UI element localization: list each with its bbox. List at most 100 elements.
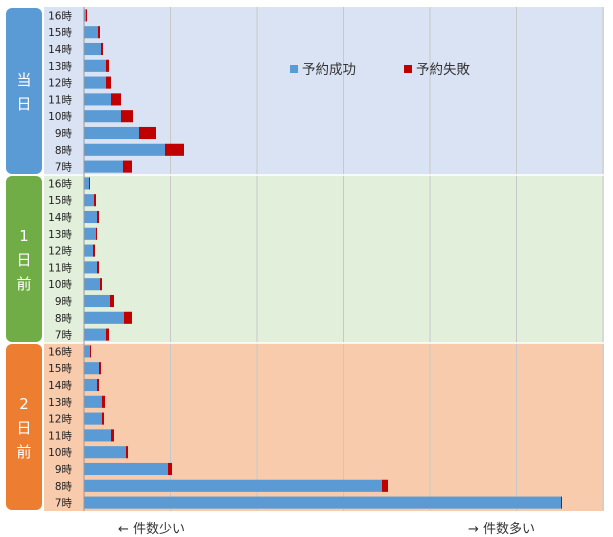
category-tick-label: 14時 bbox=[48, 380, 72, 392]
category-tick-label: 7時 bbox=[55, 498, 73, 510]
bar-failure bbox=[100, 278, 102, 291]
category-tick-label: 11時 bbox=[48, 430, 72, 442]
bar-success bbox=[84, 328, 106, 341]
bar-failure bbox=[98, 26, 100, 39]
bar-failure bbox=[126, 446, 128, 459]
group-label-box-2 bbox=[6, 176, 42, 342]
group-label-char: 前 bbox=[16, 443, 31, 461]
bar-success bbox=[84, 59, 106, 72]
category-tick-label: 10時 bbox=[48, 447, 72, 459]
bar-failure bbox=[106, 76, 111, 89]
category-tick-label: 12時 bbox=[48, 78, 72, 90]
bar-failure bbox=[121, 110, 133, 123]
category-tick-label: 13時 bbox=[48, 229, 72, 241]
category-tick-label: 13時 bbox=[48, 397, 72, 409]
category-tick-label: 11時 bbox=[48, 262, 72, 274]
bar-success bbox=[84, 126, 139, 140]
bar-success bbox=[84, 244, 93, 257]
bar-failure bbox=[123, 160, 132, 173]
bar-failure bbox=[111, 93, 121, 106]
group-label-box-3 bbox=[6, 344, 42, 510]
bar-success bbox=[84, 345, 90, 358]
category-tick-label: 9時 bbox=[55, 128, 73, 140]
bar-failure bbox=[94, 194, 96, 207]
bar-failure bbox=[106, 328, 109, 341]
category-tick-label: 8時 bbox=[55, 313, 73, 325]
bar-success bbox=[84, 395, 102, 408]
bar-success bbox=[84, 143, 165, 156]
bar-failure bbox=[139, 126, 156, 140]
category-tick-label: 13時 bbox=[48, 61, 72, 73]
group-label-char: 前 bbox=[16, 275, 31, 293]
bar-success bbox=[84, 362, 99, 375]
bar-success bbox=[84, 93, 111, 106]
bar-failure bbox=[101, 42, 103, 56]
category-tick-label: 16時 bbox=[48, 346, 72, 358]
bar-success bbox=[84, 311, 124, 324]
category-tick-label: 8時 bbox=[55, 145, 73, 157]
bar-failure bbox=[97, 378, 99, 392]
bar-failure bbox=[96, 227, 97, 240]
bar-failure bbox=[93, 244, 95, 257]
category-tick-label: 15時 bbox=[48, 195, 72, 207]
bar-failure bbox=[165, 143, 184, 156]
bar-success bbox=[84, 227, 96, 240]
bar-success bbox=[84, 194, 94, 207]
legend-label-failure: 予約失敗 bbox=[416, 62, 470, 78]
legend-swatch-failure bbox=[404, 65, 412, 73]
bar-failure bbox=[89, 177, 90, 190]
category-tick-label: 14時 bbox=[48, 44, 72, 56]
bar-success bbox=[84, 378, 97, 392]
legend-swatch-success bbox=[290, 65, 298, 73]
bar-success bbox=[84, 479, 382, 492]
category-tick-label: 12時 bbox=[48, 246, 72, 258]
group-label-char: 日 bbox=[16, 419, 31, 437]
bar-failure bbox=[97, 210, 99, 224]
legend-label-success: 予約成功 bbox=[302, 62, 356, 78]
bar-failure bbox=[86, 9, 87, 22]
bar-failure bbox=[382, 479, 388, 492]
bar-success bbox=[84, 462, 168, 476]
x-axis-note-more: → 件数多い bbox=[468, 522, 536, 537]
group-label-char: 日 bbox=[16, 95, 31, 113]
bar-failure bbox=[99, 362, 101, 375]
bar-failure bbox=[102, 395, 105, 408]
bar-success bbox=[84, 177, 89, 190]
category-tick-label: 12時 bbox=[48, 414, 72, 426]
category-tick-label: 7時 bbox=[55, 162, 73, 174]
bar-success bbox=[84, 76, 106, 89]
group-label-box-1 bbox=[6, 8, 42, 174]
bar-success bbox=[84, 429, 111, 442]
bar-failure bbox=[90, 345, 91, 358]
category-tick-label: 16時 bbox=[48, 10, 72, 22]
group-label-char: 1 bbox=[19, 227, 29, 245]
group-label-char: 2 bbox=[19, 395, 29, 413]
category-tick-label: 14時 bbox=[48, 212, 72, 224]
bar-failure bbox=[106, 59, 109, 72]
bar-failure bbox=[168, 462, 172, 476]
category-tick-label: 10時 bbox=[48, 111, 72, 123]
bar-success bbox=[84, 412, 102, 425]
group-label-char: 当 bbox=[16, 71, 31, 89]
band-background-2 bbox=[44, 175, 604, 343]
bar-success bbox=[84, 9, 86, 22]
category-tick-label: 10時 bbox=[48, 279, 72, 291]
bar-failure bbox=[561, 496, 562, 509]
bar-success bbox=[84, 278, 100, 291]
x-axis-note-fewer: ← 件数少い bbox=[118, 522, 186, 537]
group-label-char: 日 bbox=[16, 251, 31, 269]
bar-success bbox=[84, 261, 97, 274]
category-tick-label: 8時 bbox=[55, 481, 73, 493]
category-tick-label: 7時 bbox=[55, 330, 73, 342]
bar-failure bbox=[111, 429, 114, 442]
bar-success bbox=[84, 496, 561, 509]
bar-success bbox=[84, 110, 121, 123]
bar-success bbox=[84, 42, 101, 56]
category-tick-label: 11時 bbox=[48, 94, 72, 106]
bar-failure bbox=[97, 261, 99, 274]
bar-success bbox=[84, 294, 110, 308]
bar-failure bbox=[110, 294, 114, 308]
category-tick-label: 15時 bbox=[48, 363, 72, 375]
bar-failure bbox=[102, 412, 104, 425]
